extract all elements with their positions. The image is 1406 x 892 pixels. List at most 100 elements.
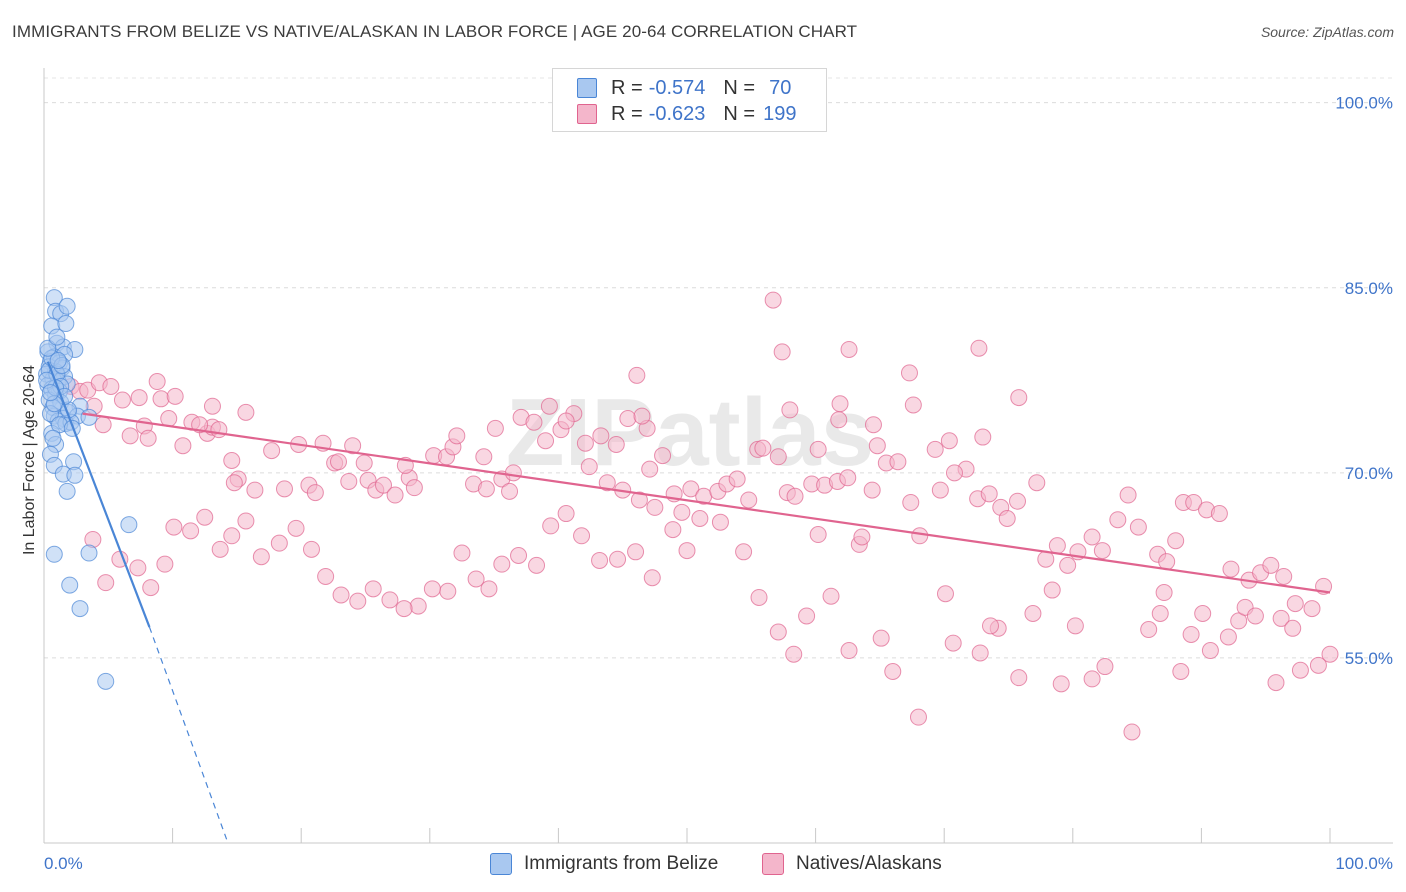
y-tick-label: 100.0% (1335, 94, 1393, 113)
bottom-legend-natives: Natives/Alaskans (762, 852, 942, 876)
data-point (646, 498, 664, 516)
data-point (735, 543, 753, 561)
data-point (769, 623, 787, 641)
data-point (902, 493, 920, 511)
data-point (628, 366, 646, 384)
legend-label-natives: Natives/Alaskans (796, 853, 942, 874)
data-point (1066, 617, 1084, 635)
data-point (156, 555, 174, 573)
legend-r-label: R = (611, 102, 643, 125)
data-point (1028, 474, 1046, 492)
data-point (1151, 605, 1169, 622)
data-point (641, 460, 659, 478)
data-point (633, 407, 651, 425)
data-point (609, 550, 627, 568)
data-point (44, 429, 62, 447)
data-point (884, 662, 902, 680)
data-point (45, 545, 63, 563)
data-point (528, 556, 546, 574)
data-point (786, 487, 804, 505)
data-point (592, 427, 610, 445)
data-point (1052, 675, 1070, 693)
y-axis-label: In Labor Force | Age 20-64 (21, 365, 38, 555)
source-credit: Source: ZipAtlas.com (1260, 24, 1394, 40)
data-point (926, 440, 944, 458)
data-point (840, 642, 858, 660)
data-point (1219, 628, 1237, 646)
y-tick-label: 85.0% (1345, 279, 1393, 298)
data-point (598, 474, 616, 492)
data-point (423, 580, 441, 598)
legend-n-value: 70 (769, 76, 792, 99)
data-point (1048, 537, 1066, 555)
data-point (165, 518, 183, 536)
data-point (58, 297, 76, 315)
data-point (573, 527, 591, 545)
data-point (754, 439, 772, 457)
belize-points (38, 289, 138, 690)
data-point (1291, 661, 1309, 679)
data-point (981, 617, 999, 635)
data-point (196, 508, 214, 526)
data-point (302, 540, 320, 558)
data-point (931, 481, 949, 499)
data-point (287, 519, 305, 537)
data-point (936, 585, 954, 603)
data-point (275, 480, 293, 498)
data-point (1059, 556, 1077, 574)
data-point (654, 447, 672, 465)
data-point (97, 574, 115, 592)
legend-swatch-pink (762, 853, 784, 875)
data-point (225, 474, 243, 492)
x-tick-min: 0.0% (44, 854, 83, 873)
data-point (329, 453, 347, 471)
data-point (1246, 607, 1264, 625)
data-point (1303, 600, 1321, 618)
data-point (386, 486, 404, 504)
data-point (210, 421, 228, 439)
data-point (405, 479, 423, 497)
data-point (493, 555, 511, 573)
data-point (504, 464, 522, 482)
natives-trend-line (82, 412, 1331, 594)
data-point (71, 600, 89, 618)
data-point (57, 315, 75, 333)
data-point (102, 377, 120, 395)
data-point (58, 482, 76, 500)
data-point (477, 480, 495, 498)
data-point (1167, 532, 1185, 550)
data-point (166, 387, 184, 405)
data-point (944, 634, 962, 652)
data-point (868, 437, 886, 455)
data-point (1155, 584, 1173, 602)
data-point (1286, 595, 1304, 613)
data-point (148, 373, 166, 391)
data-point (448, 427, 466, 445)
data-point (1262, 556, 1280, 574)
natives-alaskans-points (62, 291, 1339, 741)
data-point (1093, 542, 1111, 560)
data-point (831, 395, 849, 413)
data-point (1109, 511, 1127, 529)
data-point (627, 543, 645, 561)
legend-n-value: 199 (763, 102, 797, 125)
data-point (557, 412, 575, 430)
data-point (1284, 619, 1302, 637)
data-point (1083, 528, 1101, 546)
belize-trend-extension (148, 626, 228, 840)
data-point (537, 432, 555, 450)
data-point (909, 708, 927, 726)
legend-r-value: -0.623 (648, 102, 706, 125)
data-point (853, 528, 871, 546)
y-tick-label: 70.0% (1345, 464, 1393, 483)
data-point (940, 432, 958, 450)
data-point (246, 481, 264, 499)
data-point (139, 429, 157, 447)
data-point (1010, 389, 1028, 407)
data-point (740, 491, 758, 509)
data-point (1172, 662, 1190, 680)
data-point (980, 485, 998, 503)
data-point (1267, 674, 1285, 692)
legend-swatch-blue (577, 78, 597, 98)
